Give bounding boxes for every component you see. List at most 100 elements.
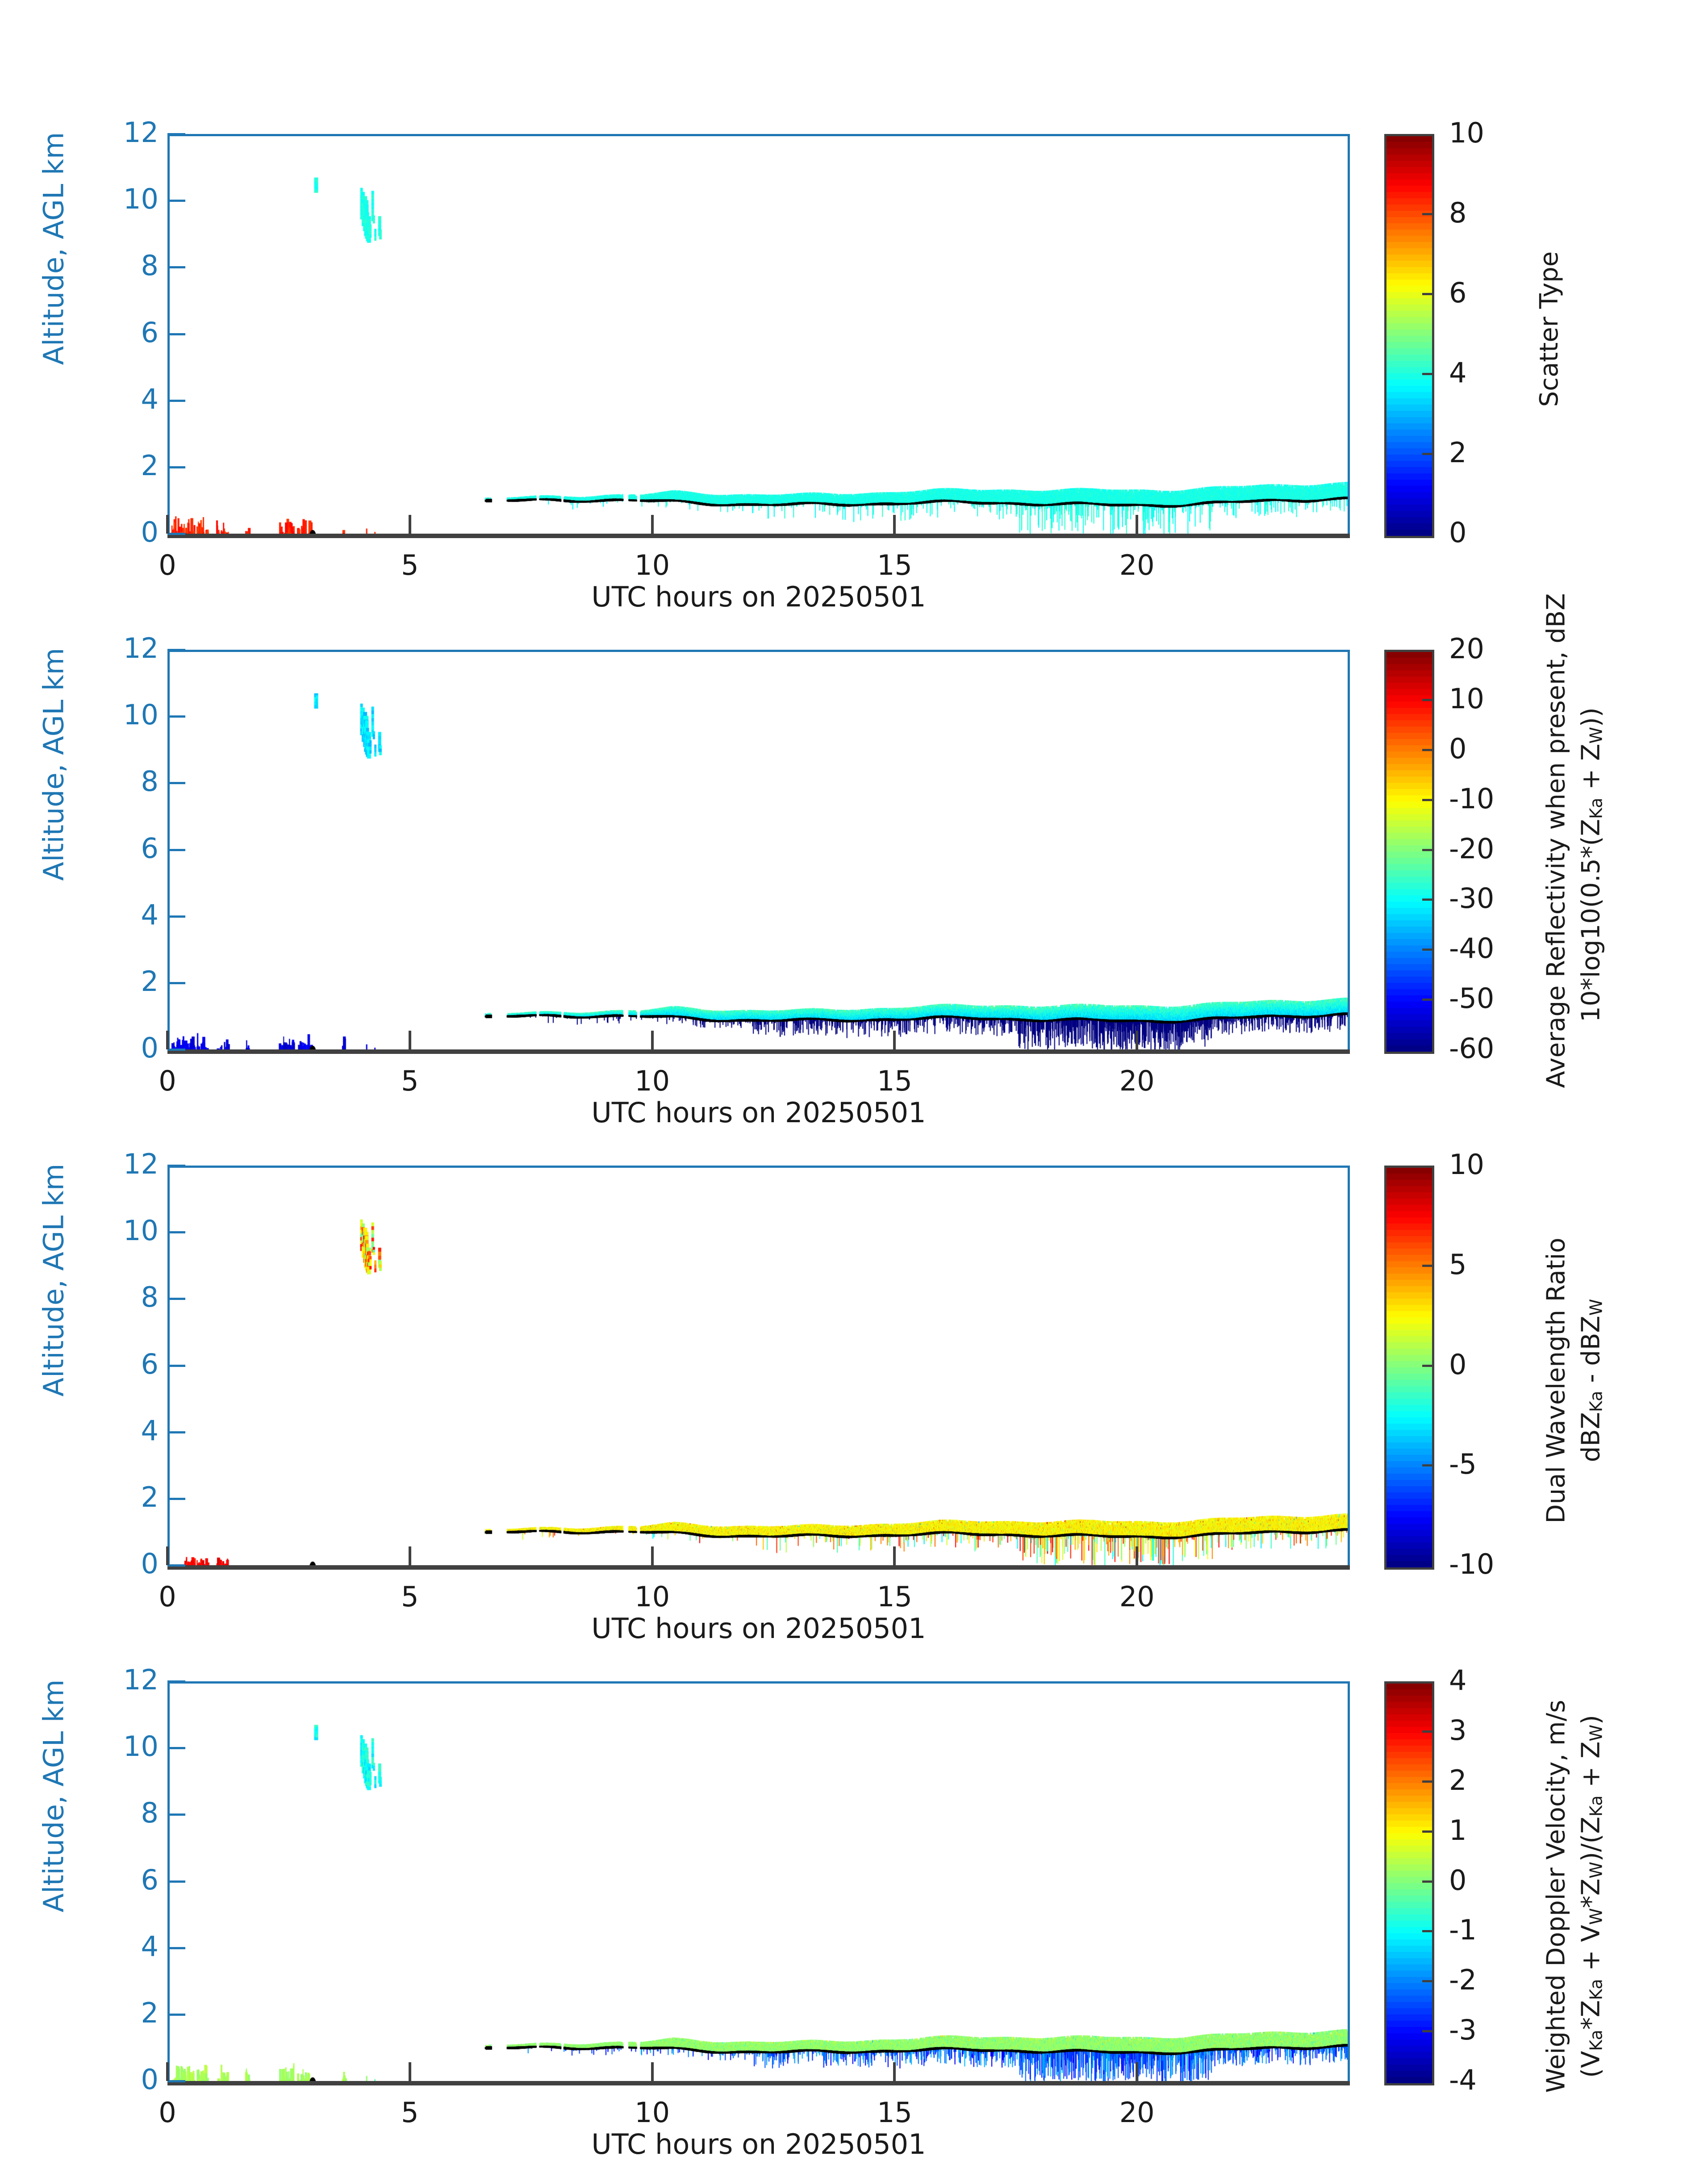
plot-area-3 — [167, 1166, 1350, 1570]
y-tick-6 — [167, 1880, 185, 1883]
x-tick-label-15: 15 — [877, 2096, 912, 2129]
colorbar-tick--3 — [1422, 2030, 1432, 2033]
colorbar-4 — [1384, 1681, 1434, 2085]
x-tick-0 — [166, 515, 169, 534]
y-tick-label-4: 4 — [141, 382, 159, 415]
colorbar-2 — [1384, 650, 1434, 1054]
colorbar-tick-label--2: -2 — [1449, 1964, 1477, 1997]
y-tick-0 — [167, 1564, 185, 1567]
x-tick-5 — [408, 515, 411, 534]
x-tick-20 — [1136, 1031, 1139, 1049]
colorbar-tick-label-1: 1 — [1449, 1813, 1467, 1847]
x-tick-label-0: 0 — [159, 549, 176, 581]
colorbar-tick-0 — [1422, 1364, 1432, 1367]
y-tick-2 — [167, 1497, 185, 1500]
colorbar-tick-label--30: -30 — [1449, 882, 1495, 915]
y-axis-title: Altitude, AGL km — [37, 1679, 70, 1913]
colorbar-title-1: Scatter Type — [1535, 251, 1564, 407]
x-tick-label-5: 5 — [401, 549, 419, 581]
y-tick-label-2: 2 — [141, 965, 159, 998]
x-tick-label-20: 20 — [1119, 2096, 1155, 2129]
colorbar-3 — [1384, 1166, 1434, 1570]
y-tick-label-10: 10 — [123, 1214, 159, 1247]
x-tick-label-10: 10 — [635, 2096, 670, 2129]
colorbar-tick-label-2: 2 — [1449, 1763, 1467, 1797]
plot-area-2 — [167, 650, 1350, 1054]
y-tick-label-2: 2 — [141, 1996, 159, 2029]
colorbar-tick-4 — [1422, 373, 1432, 375]
y-tick-6 — [167, 1364, 185, 1367]
bottom-spine — [167, 1565, 1350, 1570]
colorbar-tick-label--60: -60 — [1449, 1032, 1495, 1065]
colorbar-tick--5 — [1422, 1464, 1432, 1467]
colorbar-canvas-2 — [1386, 652, 1432, 1052]
x-tick-5 — [408, 1031, 411, 1049]
colorbar-tick-1 — [1422, 1830, 1432, 1833]
x-tick-0 — [166, 1546, 169, 1565]
y-tick-12 — [167, 133, 185, 135]
y-tick-label-0: 0 — [141, 1032, 159, 1064]
y-tick-6 — [167, 333, 185, 335]
y-tick-label-8: 8 — [141, 1281, 159, 1314]
colorbar-tick--40 — [1422, 949, 1432, 951]
colorbar-1 — [1384, 134, 1434, 538]
colorbar-tick-2 — [1422, 453, 1432, 455]
x-tick-15 — [893, 515, 896, 534]
x-tick-10 — [651, 1546, 654, 1565]
y-tick-label-8: 8 — [141, 1797, 159, 1830]
colorbar-tick-0 — [1422, 1880, 1432, 1883]
x-axis-title: UTC hours on 20250501 — [591, 1096, 926, 1129]
x-tick-label-15: 15 — [877, 1580, 912, 1613]
colorbar-tick--2 — [1422, 1980, 1432, 1983]
colorbar-tick-label-5: 5 — [1449, 1248, 1467, 1281]
y-tick-8 — [167, 782, 185, 785]
y-tick-label-12: 12 — [123, 632, 159, 664]
x-tick-20 — [1136, 1546, 1139, 1565]
x-tick-15 — [893, 2062, 896, 2081]
y-tick-12 — [167, 1680, 185, 1683]
y-tick-10 — [167, 200, 185, 202]
colorbar-tick-3 — [1422, 1730, 1432, 1733]
y-tick-label-10: 10 — [123, 1730, 159, 1763]
colorbar-tick-label--10: -10 — [1449, 782, 1495, 815]
colorbar-tick-label-10: 10 — [1449, 117, 1484, 149]
y-tick-label-12: 12 — [123, 1663, 159, 1696]
y-tick-12 — [167, 649, 185, 651]
colorbar-tick--10 — [1422, 798, 1432, 801]
y-tick-4 — [167, 399, 185, 402]
y-tick-4 — [167, 1431, 185, 1433]
y-tick-0 — [167, 1049, 185, 1051]
radar-plot-canvas-2 — [170, 652, 1348, 1052]
colorbar-tick-label--20: -20 — [1449, 832, 1495, 865]
x-tick-5 — [408, 1546, 411, 1565]
y-tick-10 — [167, 1231, 185, 1234]
colorbar-tick-label-8: 8 — [1449, 196, 1467, 229]
x-tick-label-5: 5 — [401, 1065, 419, 1097]
colorbar-tick-label--50: -50 — [1449, 982, 1495, 1015]
y-tick-2 — [167, 466, 185, 468]
colorbar-tick--50 — [1422, 999, 1432, 1001]
x-tick-0 — [166, 1031, 169, 1049]
x-tick-15 — [893, 1031, 896, 1049]
plot-area-1 — [167, 134, 1350, 538]
colorbar-tick--20 — [1422, 848, 1432, 851]
panel-2: Altitude, AGL km Average Reflectivity wh… — [0, 516, 1708, 1129]
y-tick-8 — [167, 266, 185, 269]
y-tick-4 — [167, 915, 185, 918]
colorbar-tick-label-20: 20 — [1449, 632, 1484, 665]
colorbar-tick--30 — [1422, 898, 1432, 901]
colorbar-canvas-4 — [1386, 1684, 1432, 2083]
y-tick-label-4: 4 — [141, 1930, 159, 1963]
colorbar-tick-label--4: -4 — [1449, 2064, 1477, 2096]
x-tick-label-15: 15 — [877, 1065, 912, 1097]
colorbar-tick-0 — [1422, 748, 1432, 751]
x-tick-label-5: 5 — [401, 1580, 419, 1613]
colorbar-tick-label--5: -5 — [1449, 1448, 1477, 1481]
colorbar-tick-label--10: -10 — [1449, 1548, 1495, 1580]
y-tick-label-6: 6 — [141, 1863, 159, 1896]
y-tick-4 — [167, 1947, 185, 1949]
colorbar-tick-2 — [1422, 1780, 1432, 1783]
x-tick-10 — [651, 1031, 654, 1049]
x-tick-label-0: 0 — [159, 2096, 176, 2129]
colorbar-title-3: Dual Wavelength Ratio dBZKa - dBZW — [1541, 1237, 1606, 1524]
